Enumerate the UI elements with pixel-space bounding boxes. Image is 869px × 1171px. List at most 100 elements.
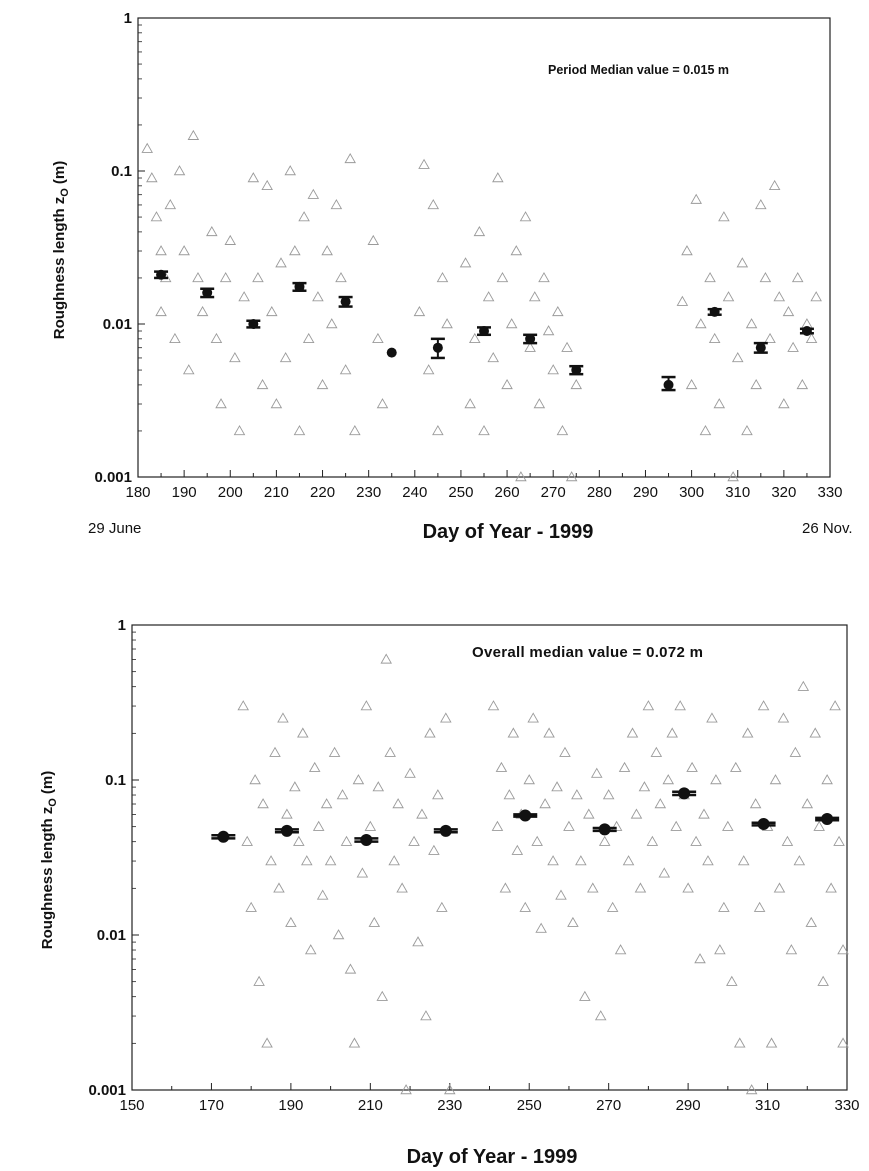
data-point-triangle — [367, 234, 380, 245]
median-marker — [433, 824, 458, 837]
data-point-triangle — [634, 882, 647, 893]
data-point-triangle — [245, 901, 257, 912]
data-point-triangle — [418, 158, 430, 169]
data-point-triangle — [328, 746, 341, 757]
data-point-triangle — [307, 188, 320, 199]
data-point-triangle — [570, 378, 583, 390]
data-point-triangle — [261, 1037, 273, 1048]
data-point-triangle — [699, 425, 712, 436]
data-point-triangle — [833, 835, 845, 846]
data-point-triangle — [511, 844, 524, 855]
data-point-triangle — [556, 425, 569, 436]
data-point-triangle — [749, 798, 762, 809]
data-point-triangle — [755, 199, 767, 210]
data-point-triangle — [524, 341, 536, 352]
data-point-triangle — [293, 425, 306, 436]
top-chart-end-date-label: 26 Nov. — [802, 520, 853, 537]
median-dot — [340, 296, 351, 307]
data-point-triangle — [420, 1010, 432, 1021]
data-point-triangle — [301, 855, 313, 866]
median-dot — [519, 809, 532, 822]
data-point-triangle — [219, 272, 232, 283]
x-tick-label: 310 — [755, 1097, 780, 1114]
data-point-triangle — [376, 398, 389, 409]
data-point-triangle — [210, 332, 223, 344]
data-point-triangle — [694, 953, 706, 964]
x-tick-label: 240 — [402, 484, 427, 501]
data-point-triangle — [690, 835, 702, 846]
data-point-triangle — [464, 398, 476, 409]
data-point-triangle — [782, 305, 795, 317]
y-tick-label: 0.001 — [88, 1082, 126, 1099]
data-point-triangle — [487, 700, 500, 711]
data-point-triangle — [277, 712, 289, 723]
data-point-triangle — [765, 1037, 778, 1048]
top-chart-y-axis-label-unit: (m) — [51, 161, 68, 184]
median-dot — [386, 347, 397, 358]
data-point-triangle — [829, 700, 841, 711]
data-point-triangle — [837, 944, 849, 955]
data-point-triangle — [428, 844, 440, 855]
x-tick-label: 210 — [358, 1097, 383, 1114]
median-dot — [757, 818, 770, 831]
data-point-triangle — [257, 798, 269, 809]
data-point-triangle — [702, 855, 714, 866]
median-dot — [156, 269, 167, 280]
data-point-triangle — [503, 789, 516, 800]
data-point-triangle — [325, 318, 338, 329]
data-point-triangle — [224, 234, 237, 245]
data-point-triangle — [372, 781, 385, 792]
data-point-triangle — [252, 272, 264, 283]
data-point-triangle — [745, 1084, 758, 1095]
data-point-triangle — [495, 761, 508, 772]
data-point-triangle — [547, 855, 559, 866]
x-tick-label: 230 — [356, 484, 381, 501]
plot-frame — [131, 624, 848, 1091]
data-point-triangle — [542, 325, 555, 336]
data-point-triangle — [340, 835, 353, 846]
data-point-triangle — [215, 398, 227, 409]
data-point-triangle — [491, 820, 504, 831]
data-point-triangle — [741, 425, 753, 436]
data-point-triangle — [505, 318, 518, 329]
median-marker — [338, 295, 353, 308]
median-marker — [354, 834, 379, 847]
median-marker — [592, 823, 617, 836]
median-dot — [202, 287, 213, 298]
data-point-triangle — [662, 774, 675, 785]
data-point-triangle — [801, 798, 814, 809]
median-marker — [154, 269, 169, 280]
data-point-triangle — [745, 318, 758, 329]
data-point-triangle — [507, 727, 520, 738]
x-tick-label: 330 — [834, 1097, 859, 1114]
top-chart-y-axis-label-subscript: O — [59, 188, 71, 197]
data-point-triangle — [492, 172, 504, 183]
data-point-triangle — [682, 882, 694, 893]
top-chart-y-axis-label: Roughness length zO (m) — [51, 161, 71, 339]
bottom-chart-y-axis-label-main: Roughness length z — [39, 807, 56, 950]
data-point-triangle — [206, 225, 218, 237]
data-point-triangle — [797, 680, 810, 691]
data-point-triangle — [519, 901, 532, 912]
data-point-triangle — [192, 272, 204, 283]
median-marker — [751, 818, 776, 831]
data-point-triangle — [482, 291, 495, 302]
median-marker — [661, 375, 676, 392]
data-point-triangle — [440, 712, 452, 723]
median-marker — [815, 813, 840, 826]
data-point-triangle — [650, 746, 663, 757]
data-point-triangle — [704, 272, 716, 283]
data-point-triangle — [349, 425, 361, 436]
data-point-triangle — [279, 352, 292, 363]
top-chart-annotation: Period Median value = 0.015 m — [548, 63, 729, 77]
data-point-triangle — [302, 332, 315, 344]
data-point-triangle — [237, 700, 249, 711]
data-point-triangle — [793, 855, 806, 866]
data-point-triangle — [169, 332, 181, 344]
data-point-triangle — [805, 332, 818, 344]
data-point-triangle — [266, 305, 278, 317]
data-point-triangle — [731, 352, 744, 363]
y-tick-label: 0.01 — [97, 927, 126, 944]
data-point-triangle — [293, 835, 305, 846]
x-tick-label: 290 — [633, 484, 658, 501]
